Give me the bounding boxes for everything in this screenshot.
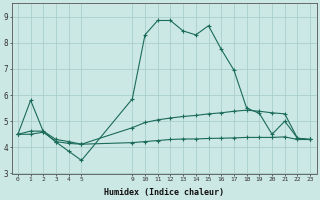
X-axis label: Humidex (Indice chaleur): Humidex (Indice chaleur) — [104, 188, 224, 197]
